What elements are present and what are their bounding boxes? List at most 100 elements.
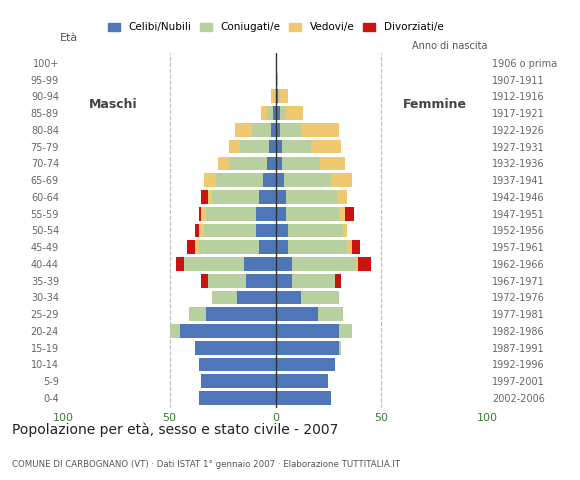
Bar: [169, 324, 180, 338]
Bar: [276, 106, 280, 120]
Bar: [280, 106, 286, 120]
Bar: [282, 140, 311, 154]
Bar: [271, 89, 275, 103]
Bar: [276, 307, 318, 321]
Bar: [301, 123, 339, 137]
Text: Femmine: Femmine: [403, 98, 466, 111]
Bar: [259, 240, 276, 254]
Text: Maschi: Maschi: [89, 98, 138, 111]
Bar: [201, 374, 276, 388]
Bar: [288, 240, 347, 254]
Bar: [201, 274, 208, 288]
Bar: [276, 73, 278, 86]
Text: Anno di nascita: Anno di nascita: [412, 41, 487, 51]
Bar: [331, 173, 351, 187]
Bar: [276, 207, 286, 220]
Bar: [244, 257, 276, 271]
Bar: [212, 290, 237, 304]
Bar: [246, 274, 276, 288]
Bar: [180, 324, 276, 338]
Bar: [286, 207, 339, 220]
Bar: [237, 290, 276, 304]
Bar: [280, 123, 301, 137]
Bar: [201, 190, 208, 204]
Bar: [276, 190, 286, 204]
Text: COMUNE DI CARBOGNANO (VT) · Dati ISTAT 1° gennaio 2007 · Elaborazione TUTTITALIA: COMUNE DI CARBOGNANO (VT) · Dati ISTAT 1…: [12, 459, 400, 468]
Bar: [339, 324, 351, 338]
Bar: [286, 190, 337, 204]
Bar: [339, 341, 341, 355]
Bar: [276, 391, 331, 405]
Bar: [343, 224, 347, 237]
Bar: [206, 307, 276, 321]
Bar: [204, 224, 256, 237]
Bar: [252, 123, 271, 137]
Bar: [276, 274, 292, 288]
Bar: [269, 140, 276, 154]
Bar: [195, 224, 200, 237]
Bar: [263, 173, 276, 187]
Bar: [235, 123, 252, 137]
Bar: [284, 173, 331, 187]
Bar: [276, 156, 282, 170]
Bar: [256, 224, 276, 237]
Bar: [292, 274, 335, 288]
Bar: [229, 156, 267, 170]
Bar: [273, 106, 276, 120]
Bar: [208, 190, 212, 204]
Bar: [271, 123, 275, 137]
Bar: [188, 307, 206, 321]
Bar: [345, 207, 354, 220]
Bar: [218, 156, 229, 170]
Bar: [259, 190, 276, 204]
Bar: [276, 324, 339, 338]
Bar: [240, 140, 269, 154]
Bar: [276, 173, 284, 187]
Bar: [195, 341, 276, 355]
Bar: [339, 207, 345, 220]
Bar: [200, 358, 276, 372]
Bar: [208, 274, 246, 288]
Bar: [276, 89, 278, 103]
Bar: [311, 140, 341, 154]
Bar: [335, 274, 341, 288]
Bar: [276, 358, 335, 372]
Bar: [282, 156, 320, 170]
Bar: [288, 224, 343, 237]
Bar: [200, 207, 201, 220]
Bar: [204, 173, 216, 187]
Bar: [276, 341, 339, 355]
Bar: [286, 106, 303, 120]
Legend: Celibi/Nubili, Coniugati/e, Vedovi/e, Divorziati/e: Celibi/Nubili, Coniugati/e, Vedovi/e, Di…: [108, 23, 443, 33]
Bar: [229, 140, 240, 154]
Bar: [351, 240, 360, 254]
Text: Popolazione per età, sesso e stato civile - 2007: Popolazione per età, sesso e stato civil…: [12, 423, 338, 437]
Bar: [358, 257, 371, 271]
Bar: [356, 257, 358, 271]
Bar: [301, 290, 339, 304]
Bar: [176, 257, 184, 271]
Bar: [337, 190, 347, 204]
Bar: [318, 307, 343, 321]
Bar: [280, 89, 288, 103]
Text: Età: Età: [60, 33, 78, 43]
Bar: [276, 290, 301, 304]
Bar: [216, 173, 263, 187]
Bar: [276, 374, 328, 388]
Bar: [267, 156, 276, 170]
Bar: [200, 391, 276, 405]
Bar: [200, 240, 259, 254]
Bar: [278, 89, 280, 103]
Bar: [267, 106, 273, 120]
Bar: [276, 240, 288, 254]
Bar: [212, 190, 259, 204]
Bar: [260, 106, 267, 120]
Bar: [292, 257, 356, 271]
Bar: [200, 224, 204, 237]
Bar: [187, 240, 195, 254]
Bar: [206, 207, 256, 220]
Bar: [276, 257, 292, 271]
Bar: [201, 207, 206, 220]
Bar: [195, 240, 200, 254]
Bar: [320, 156, 345, 170]
